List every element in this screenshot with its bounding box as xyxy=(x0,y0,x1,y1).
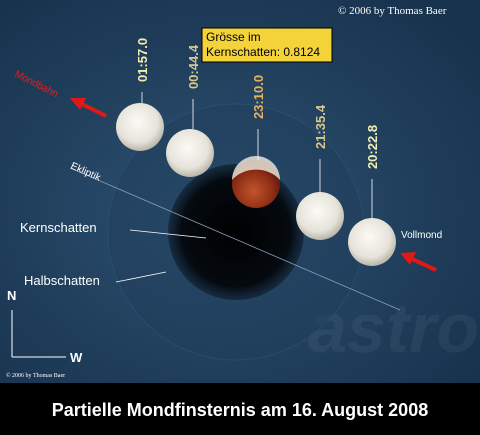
full-moon-arrow xyxy=(409,256,437,272)
small-copyright: © 2006 by Thomas Baer xyxy=(6,372,65,379)
moon xyxy=(166,129,214,177)
footer xyxy=(0,383,480,435)
title: Partielle Mondfinsternis am 16. August 2… xyxy=(52,400,428,420)
compass-north: N xyxy=(7,288,16,303)
umbra-label: Kernschatten xyxy=(20,220,97,235)
time-label: 20:22.8 xyxy=(365,125,380,169)
pointer xyxy=(115,271,167,283)
time-label: 00:44.4 xyxy=(186,44,201,89)
copyright: © 2006 by Thomas Baer xyxy=(338,5,447,17)
full-moon-label: Vollmond xyxy=(401,230,442,241)
penumbra-label: Halbschatten xyxy=(24,273,100,288)
time-label: 21:35.4 xyxy=(313,104,328,149)
arrowhead xyxy=(70,98,86,110)
ecliptic-line xyxy=(69,167,401,311)
moon xyxy=(116,103,164,151)
orbit-arrow xyxy=(79,101,107,118)
compass-west: W xyxy=(70,350,83,365)
arrowhead xyxy=(400,252,416,265)
info-box xyxy=(201,27,333,63)
time-label: 01:57.0 xyxy=(135,38,150,82)
info-text: Kernschatten: 0.8124 xyxy=(206,45,320,59)
moon xyxy=(296,192,344,240)
info-text: Grösse im xyxy=(206,30,261,44)
moon xyxy=(348,218,396,266)
time-label: 23:10.0 xyxy=(251,75,266,119)
pointer xyxy=(129,229,207,239)
moon-sunlit-edge xyxy=(232,156,280,180)
eclipsed-moon xyxy=(232,160,280,208)
